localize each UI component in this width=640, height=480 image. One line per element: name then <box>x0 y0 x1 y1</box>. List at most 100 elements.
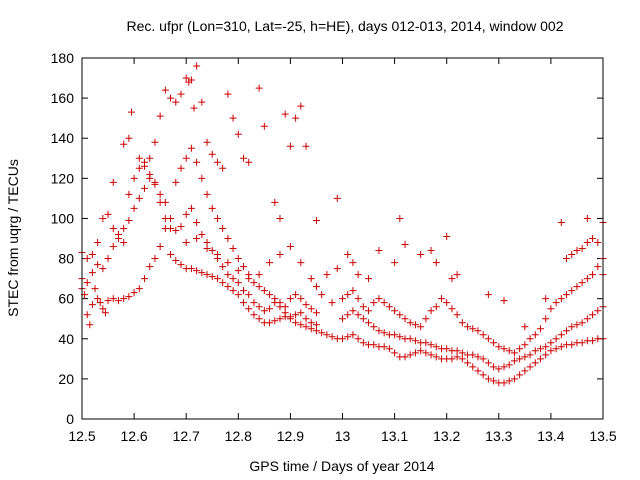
x-tick-label: 13.3 <box>485 428 512 444</box>
data-point <box>255 84 263 92</box>
data-point <box>547 339 555 347</box>
x-tick-label: 12.5 <box>68 428 95 444</box>
data-point <box>536 325 544 333</box>
data-point <box>104 210 112 218</box>
data-point <box>495 343 503 351</box>
data-point <box>349 307 357 315</box>
data-point <box>240 154 248 162</box>
data-point <box>557 343 565 351</box>
data-point <box>531 359 539 367</box>
data-point <box>354 311 362 319</box>
data-point <box>130 289 138 297</box>
data-point <box>505 347 513 355</box>
data-point <box>276 315 284 323</box>
data-point <box>411 349 419 357</box>
data-point <box>271 317 279 325</box>
data-point <box>448 275 456 283</box>
data-point <box>86 321 94 329</box>
data-point <box>443 232 451 240</box>
data-point <box>234 255 242 263</box>
data-point <box>286 313 294 321</box>
data-point <box>213 158 221 166</box>
data-point <box>578 319 586 327</box>
data-point <box>141 275 149 283</box>
data-point <box>391 331 399 339</box>
data-point <box>297 295 305 303</box>
data-point <box>484 375 492 383</box>
data-point <box>505 361 513 369</box>
data-point <box>260 287 268 295</box>
data-point <box>536 355 544 363</box>
data-point <box>531 331 539 339</box>
data-point <box>172 98 180 106</box>
data-point <box>417 251 425 259</box>
data-point <box>432 343 440 351</box>
data-point <box>208 150 216 158</box>
data-point <box>531 347 539 355</box>
data-point <box>245 275 253 283</box>
data-point <box>193 158 201 166</box>
data-point <box>385 345 393 353</box>
data-point <box>260 307 268 315</box>
data-point <box>396 311 404 319</box>
data-point <box>208 273 216 281</box>
data-point <box>469 363 477 371</box>
data-point <box>516 345 524 353</box>
data-point <box>286 295 294 303</box>
data-point <box>240 263 248 271</box>
y-tick-label: 20 <box>58 371 74 387</box>
data-point <box>302 142 310 150</box>
data-point <box>474 353 482 361</box>
data-point <box>255 303 263 311</box>
data-point <box>94 239 102 247</box>
data-point <box>266 305 274 313</box>
data-point <box>453 271 461 279</box>
data-point <box>91 285 99 293</box>
data-point <box>365 319 373 327</box>
data-point <box>578 245 586 253</box>
data-point <box>281 110 289 118</box>
data-point <box>583 275 591 283</box>
data-point <box>458 319 466 327</box>
data-point <box>203 239 211 247</box>
data-point <box>542 343 550 351</box>
data-point <box>484 335 492 343</box>
data-point <box>198 269 206 277</box>
data-point <box>292 319 300 327</box>
data-point <box>182 154 190 162</box>
data-point <box>88 251 96 259</box>
data-point <box>127 108 135 116</box>
data-point <box>219 263 227 271</box>
data-point <box>135 285 143 293</box>
data-point <box>583 315 591 323</box>
data-point <box>120 224 128 232</box>
data-point <box>354 335 362 343</box>
data-point <box>516 355 524 363</box>
data-point <box>302 301 310 309</box>
data-points <box>78 62 607 387</box>
data-point <box>307 319 315 327</box>
data-point <box>219 279 227 287</box>
data-point <box>578 279 586 287</box>
data-point <box>589 311 597 319</box>
data-point <box>589 235 597 242</box>
data-point <box>432 353 440 361</box>
x-tick-label: 13.1 <box>381 428 408 444</box>
data-point <box>219 164 227 172</box>
data-point <box>552 335 560 343</box>
data-point <box>557 295 565 303</box>
y-tick-label: 0 <box>66 411 74 427</box>
data-point <box>292 114 300 122</box>
data-point <box>542 351 550 359</box>
data-point <box>333 265 341 273</box>
data-point <box>245 305 253 313</box>
data-point <box>573 247 581 255</box>
data-point <box>547 305 555 313</box>
data-point <box>328 333 336 341</box>
data-point <box>297 259 305 267</box>
data-point <box>281 303 289 311</box>
data-point <box>182 74 190 82</box>
data-point <box>193 62 201 70</box>
data-point <box>479 355 487 363</box>
data-point <box>328 299 336 307</box>
